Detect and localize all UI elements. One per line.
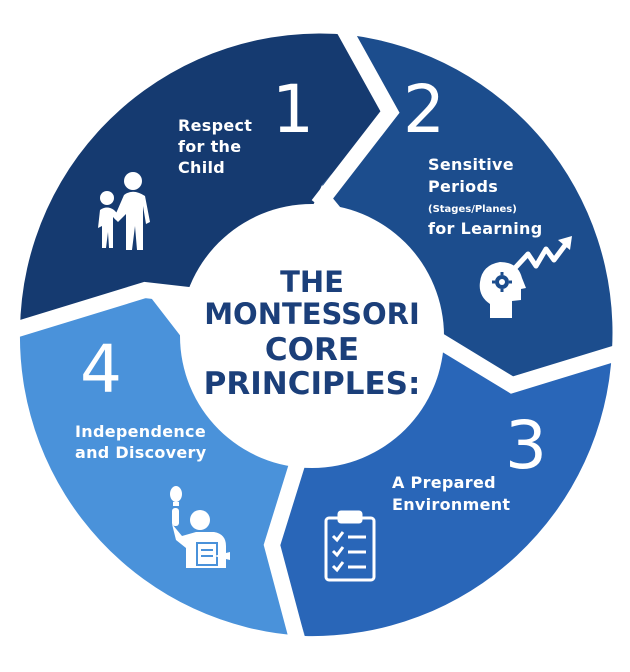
raised-hand-idea-icon — [170, 486, 230, 568]
principle-1-label-line-3: Child — [178, 158, 225, 177]
segment-4 — [19, 290, 306, 636]
center-title-line-1: THE — [280, 265, 344, 299]
principle-3-label-line-1: A Prepared — [392, 473, 496, 492]
principle-4: 4 Independence and Discovery — [75, 331, 230, 568]
principle-2-label-line-4: for Learning — [428, 219, 542, 238]
principle-2: 2 Sensitive Periods (Stages/Planes) for … — [403, 71, 572, 318]
principle-2-label-line-1: Sensitive — [428, 155, 514, 174]
adult-helping-child-icon — [98, 172, 150, 250]
segment-1 — [20, 33, 385, 330]
principle-1-label-line-1: Respect — [178, 116, 252, 135]
principle-4-label-line-2: and Discovery — [75, 443, 207, 462]
center-title-line-3: CORE — [265, 332, 359, 368]
principle-3-number: 3 — [505, 407, 547, 484]
principle-1-label-line-2: for the — [178, 137, 241, 156]
principle-1-number: 1 — [272, 71, 314, 148]
center-title-line-4: PRINCIPLES: — [204, 366, 421, 402]
principle-4-label-line-1: Independence — [75, 422, 206, 441]
principle-3: 3 A Prepared Environment — [324, 407, 547, 582]
principle-2-number: 2 — [403, 71, 445, 148]
principle-2-label-line-3: (Stages/Planes) — [428, 204, 517, 215]
segment-2 — [322, 35, 613, 385]
center-circle — [180, 204, 444, 468]
mind-growth-icon — [479, 236, 572, 318]
principle-4-number: 4 — [80, 331, 122, 408]
principle-2-label-line-2: Periods — [428, 177, 498, 196]
principle-1: 1 Respect for the Child — [98, 71, 314, 250]
segment-separators — [5, 18, 623, 653]
center-title-line-2: MONTESSORI — [204, 297, 420, 331]
checklist-clipboard-icon — [324, 510, 376, 582]
principle-3-label-line-2: Environment — [392, 495, 510, 514]
